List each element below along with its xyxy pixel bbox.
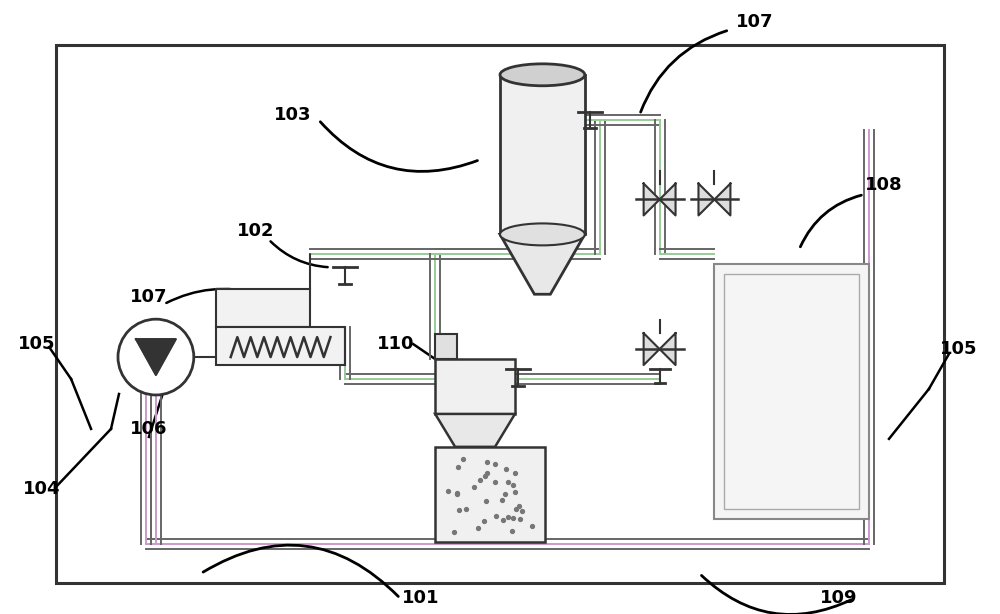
Ellipse shape [500,223,585,246]
Bar [714,264,869,519]
Bar [56,45,944,583]
Polygon shape [136,339,176,375]
Text: 110: 110 [377,335,414,353]
Text: 104: 104 [22,480,60,498]
Bar [500,75,585,235]
Bar [216,289,310,327]
Polygon shape [644,333,660,365]
Polygon shape [698,184,714,216]
Bar [724,274,859,508]
Text: 105: 105 [17,335,55,353]
Text: 103: 103 [274,106,311,123]
Text: 108: 108 [865,176,903,193]
Polygon shape [714,184,730,216]
Text: 107: 107 [736,13,773,31]
Polygon shape [435,414,515,447]
Text: 105: 105 [940,340,978,358]
Bar [435,334,457,359]
Polygon shape [500,235,585,294]
Circle shape [118,319,194,395]
Text: 107: 107 [130,288,168,306]
Bar [216,327,345,365]
Text: 109: 109 [820,589,858,607]
Polygon shape [644,184,660,216]
Text: 101: 101 [401,589,439,607]
Bar [435,447,545,542]
Bar [435,359,515,414]
Text: 106: 106 [130,420,168,438]
Text: 102: 102 [237,222,274,241]
Polygon shape [660,333,676,365]
Polygon shape [660,184,676,216]
Ellipse shape [500,64,585,86]
